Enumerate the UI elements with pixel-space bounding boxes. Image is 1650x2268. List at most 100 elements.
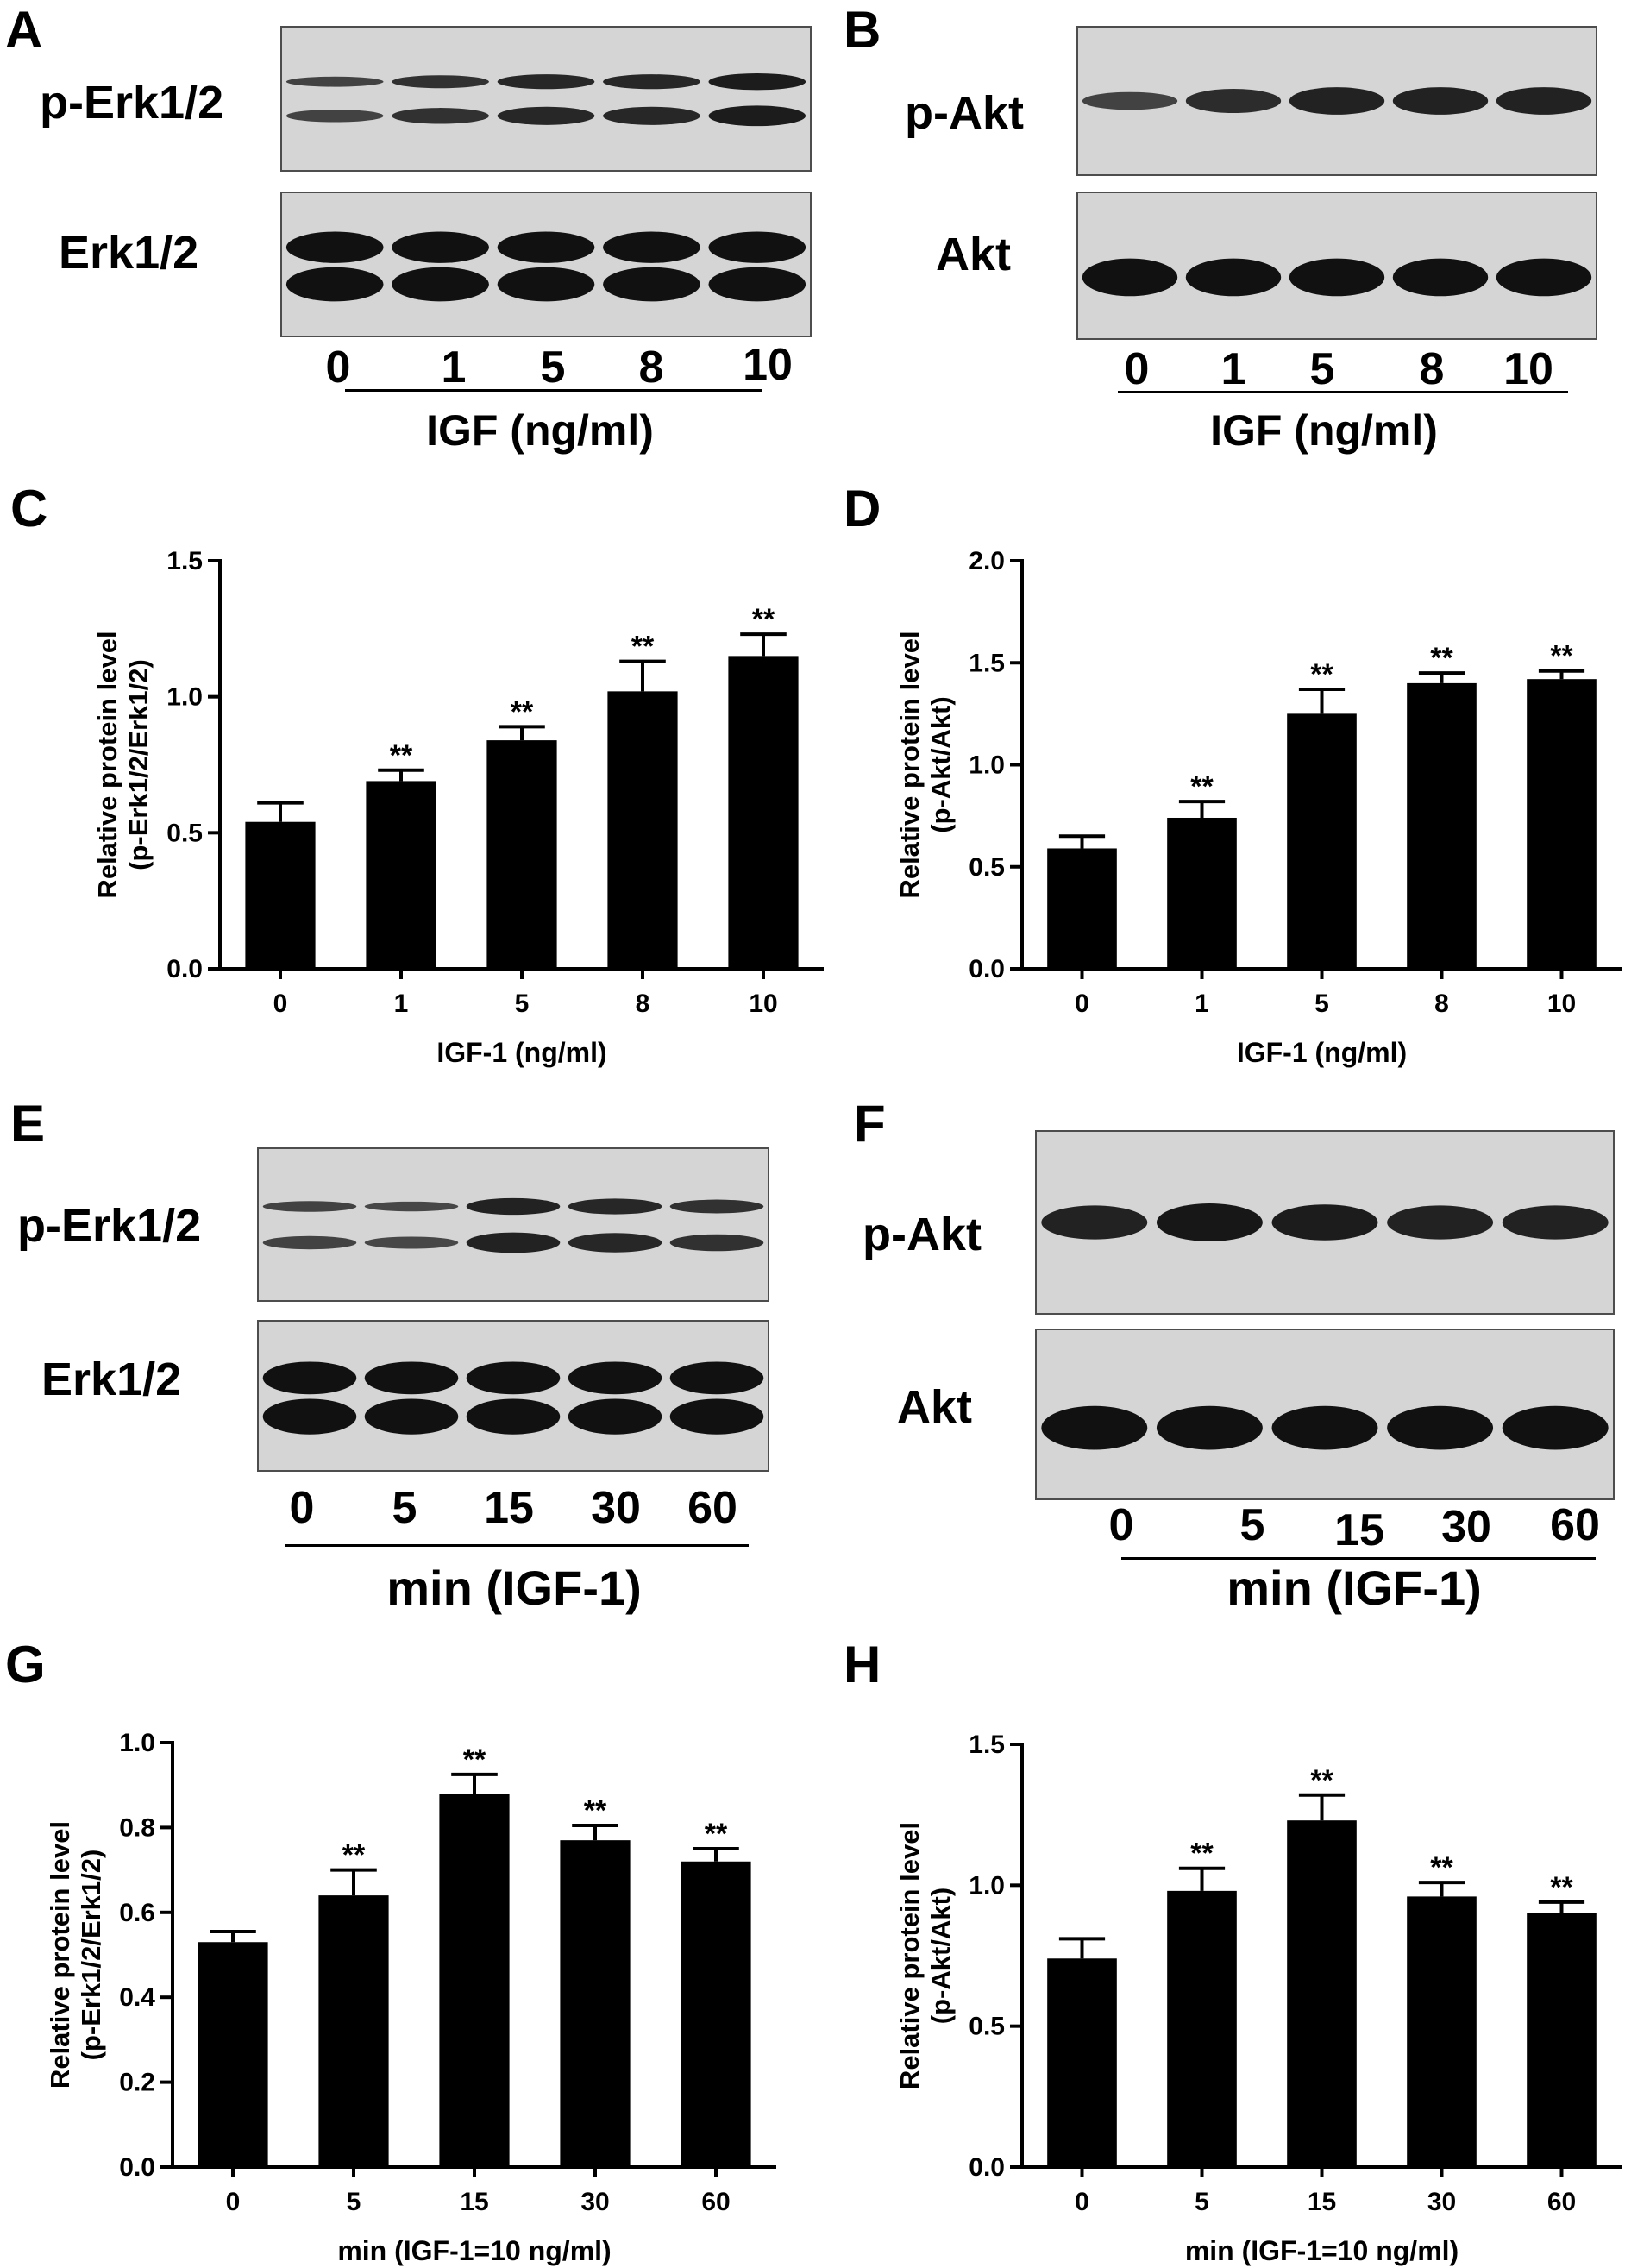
y-tick-label: 0.0 [969,2153,1005,2182]
bar [1287,1820,1357,2167]
x-axis-label: min (IGF-1=10 ng/ml) [337,2235,611,2266]
y-tick-label: 1.0 [969,1871,1005,1900]
blot-band [1502,1205,1609,1240]
blot-e-caption: min (IGF-1) [386,1561,642,1615]
blot-band [669,1398,764,1435]
blot-band [1289,87,1385,115]
significance-mark: ** [1550,1871,1573,1904]
blot-band [603,106,700,125]
blot-e-top-membrane [257,1147,769,1302]
blot-band [1041,1405,1148,1450]
significance-mark: ** [705,1818,728,1850]
blot-band [285,76,384,87]
x-axis-label: IGF-1 (ng/ml) [436,1037,606,1068]
x-tick-label: 15 [460,2188,488,2216]
blot-e-lane-4: 30 [591,1483,641,1533]
blot-e-time-rule [285,1544,749,1547]
blot-band [568,1361,662,1395]
x-tick-label: 60 [1547,2188,1576,2216]
significance-mark: ** [342,1839,366,1872]
blot-band [364,1398,459,1435]
bar [1407,682,1477,969]
y-tick-label: 1.0 [166,683,203,712]
blot-band [603,231,700,263]
blot-b-lane-5: 10 [1503,344,1553,394]
blot-band [708,73,806,91]
panel-letter-g: G [5,1636,46,1693]
significance-mark: ** [584,1794,607,1827]
blot-a-lane-5: 10 [743,340,793,390]
blot-band [262,1398,357,1435]
x-tick-label: 0 [273,990,288,1018]
x-tick-label: 0 [226,2188,241,2216]
y-tick-label: 0.6 [119,1899,155,1927]
blot-f-lane-5: 60 [1550,1500,1600,1550]
blot-b-lane-2: 1 [1220,344,1246,394]
blot-a-bottom-bands [285,231,806,302]
x-tick-label: 8 [1434,990,1449,1018]
blot-band [285,231,384,263]
blot-f-top-bands [1041,1203,1609,1241]
x-axis-label: min (IGF-1=10 ng/ml) [1185,2235,1459,2266]
x-axis-label: IGF-1 (ng/ml) [1237,1037,1407,1068]
y-tick-label: 0.0 [969,955,1005,983]
blot-band [603,267,700,302]
significance-mark: ** [511,695,534,728]
x-tick-label: 60 [701,2188,730,2216]
x-tick-label: 30 [580,2188,609,2216]
y-tick-label: 1.0 [119,1729,155,1757]
blot-a-top-bands [285,73,806,127]
blot-f-lane-2: 5 [1239,1500,1265,1550]
blot-e-bottom-membrane [257,1320,769,1472]
bar [1527,679,1597,969]
blot-e-lane-3: 15 [484,1483,534,1533]
blot-band [262,1361,357,1395]
blot-band [1156,1405,1263,1450]
x-tick-label: 5 [515,990,530,1018]
blot-band [568,1198,662,1215]
blot-band [1185,88,1282,114]
y-axis-label: Relative protein level [894,631,925,898]
y-tick-label: 0.0 [119,2153,155,2182]
blot-b-top-membrane [1076,26,1597,176]
bar [1047,1958,1117,2167]
significance-mark: ** [1430,642,1453,675]
blot-a-bottom-label: Erk1/2 [59,227,199,279]
blot-band [708,231,806,263]
significance-mark: ** [1550,640,1573,673]
blot-f-lane-1: 0 [1108,1500,1134,1550]
bar [1407,1896,1477,2167]
x-tick-label: 0 [1075,990,1089,1018]
blot-a-caption: IGF (ng/ml) [426,406,654,455]
y-axis-label: (p-Erk1/2/Erk1/2) [123,659,154,870]
blot-band [262,1201,357,1212]
y-tick-label: 0.2 [119,2069,155,2097]
blot-band [1289,258,1385,297]
blot-band [1156,1203,1263,1241]
blot-band [1082,91,1178,110]
blot-a-lane-1: 0 [325,342,351,393]
blot-band [1082,258,1178,297]
blot-band [1387,1405,1494,1450]
blot-band [364,1361,459,1395]
bar [607,691,678,969]
y-axis-label: Relative protein level [894,1822,925,2089]
blot-a-dose-rule [345,389,762,392]
y-axis-label: Relative protein level [45,1821,75,2089]
x-tick-label: 1 [394,990,409,1018]
bar [560,1840,631,2167]
y-tick-label: 1.5 [166,547,203,575]
bar [1287,713,1357,969]
blot-band [1392,87,1489,115]
bar [486,740,557,969]
blot-band [669,1361,764,1395]
blot-band [497,231,595,263]
x-tick-label: 1 [1195,990,1209,1018]
bar [245,821,316,969]
significance-mark: ** [1310,1764,1333,1797]
blot-f-bottom-label: Akt [897,1381,973,1433]
x-tick-label: 8 [636,990,650,1018]
blot-f-lane-4: 30 [1441,1502,1491,1552]
y-axis-label: Relative protein level [92,631,122,898]
